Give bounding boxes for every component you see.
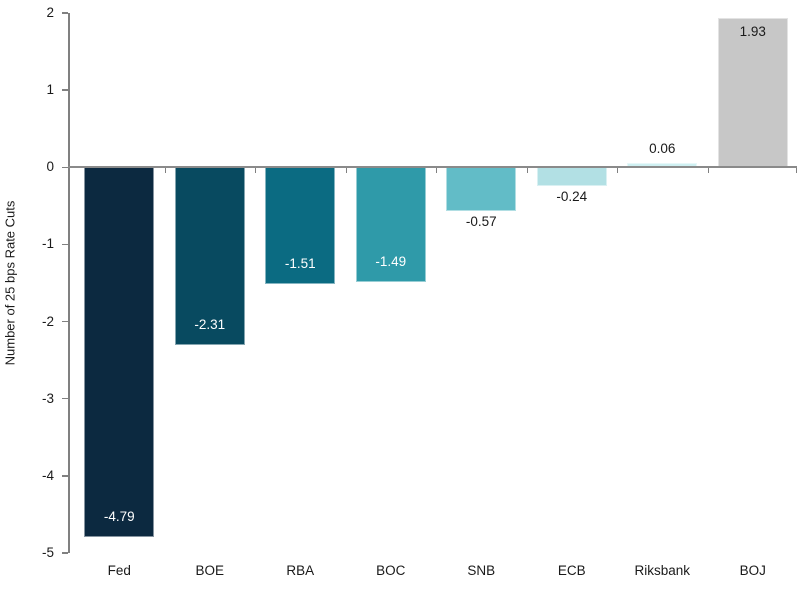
x-tick-mark	[255, 168, 256, 174]
bar-value-label: -1.51	[284, 255, 316, 271]
bar-ecb	[536, 167, 607, 186]
y-tick-label: -3	[41, 390, 54, 406]
y-tick-mark	[62, 552, 68, 554]
y-tick-mark	[62, 475, 68, 477]
x-category-label-boj: BOJ	[739, 563, 766, 578]
bar-value-label: -2.31	[194, 317, 226, 333]
x-category-label-fed: Fed	[107, 563, 131, 578]
y-tick-mark	[62, 166, 68, 169]
x-category-label-boc: BOC	[376, 563, 406, 578]
x-tick-mark	[526, 168, 528, 174]
bar-fed	[84, 167, 155, 537]
bar-value-label: -4.79	[103, 508, 135, 524]
y-tick-label: -1	[41, 236, 54, 252]
zero-line	[68, 166, 797, 169]
x-tick-mark	[796, 168, 797, 174]
bar-value-label: -1.49	[375, 254, 407, 270]
y-tick-label: 2	[46, 5, 54, 20]
bar-value-label: 0.06	[649, 140, 676, 156]
bar-value-label: -0.57	[465, 214, 497, 230]
bar-rba	[265, 167, 336, 284]
y-tick-mark	[62, 243, 68, 246]
bar-value-label: -0.24	[556, 188, 588, 204]
x-tick-mark	[345, 168, 347, 174]
y-axis-title: Number of 25 bps Rate Cuts	[2, 200, 18, 366]
x-tick-mark	[707, 168, 709, 174]
x-tick-mark	[164, 168, 166, 174]
bar-boe	[174, 167, 245, 346]
y-tick-mark	[62, 320, 68, 323]
y-tick-mark	[62, 397, 68, 400]
bar-snb	[446, 167, 517, 212]
x-tick-mark	[436, 168, 437, 174]
x-category-label-snb: SNB	[467, 563, 496, 578]
y-axis-line	[68, 13, 70, 553]
y-tick-label: 0	[46, 159, 54, 175]
y-tick-label: 1	[46, 82, 54, 98]
bar-boc	[355, 167, 426, 283]
y-tick-mark	[62, 89, 68, 91]
x-category-label-boe: BOE	[195, 563, 224, 578]
bar-boj	[717, 18, 788, 168]
bar-value-label: 1.93	[739, 24, 766, 40]
y-tick-label: -2	[41, 313, 54, 329]
x-category-label-riksbank: Riksbank	[634, 563, 691, 578]
y-tick-label: -4	[41, 467, 54, 483]
y-tick-mark	[62, 12, 68, 14]
x-category-label-rba: RBA	[286, 563, 315, 578]
x-category-label-ecb: ECB	[557, 563, 586, 578]
y-tick-label: -5	[41, 545, 54, 560]
x-tick-mark	[617, 168, 618, 174]
